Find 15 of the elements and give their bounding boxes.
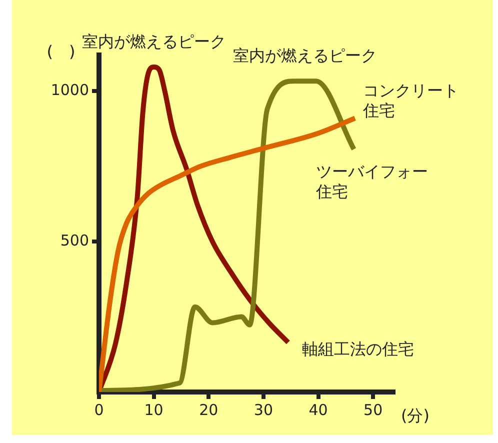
annotation: 室内が燃えるピーク <box>233 46 378 66</box>
annotation: 室内が燃えるピーク <box>82 32 226 52</box>
series-label: 軸組工法の住宅 <box>302 339 414 358</box>
x-tick-label: 40 <box>308 400 328 419</box>
x-tick-label: 10 <box>144 400 164 419</box>
series-label: コンクリート住宅 <box>362 81 459 120</box>
y-tick-label: 1000 <box>50 81 89 99</box>
y-axis-title: ( ) <box>46 42 76 61</box>
x-tick-label: 30 <box>254 400 273 419</box>
x-axis-title: (分) <box>401 406 430 425</box>
x-tick-label: 0 <box>94 400 104 419</box>
y-tick-label: 500 <box>60 231 89 250</box>
x-tick-label: 50 <box>364 400 383 419</box>
x-tick-label: 20 <box>199 400 218 419</box>
text: ツーバイフォー住宅 <box>314 162 428 202</box>
